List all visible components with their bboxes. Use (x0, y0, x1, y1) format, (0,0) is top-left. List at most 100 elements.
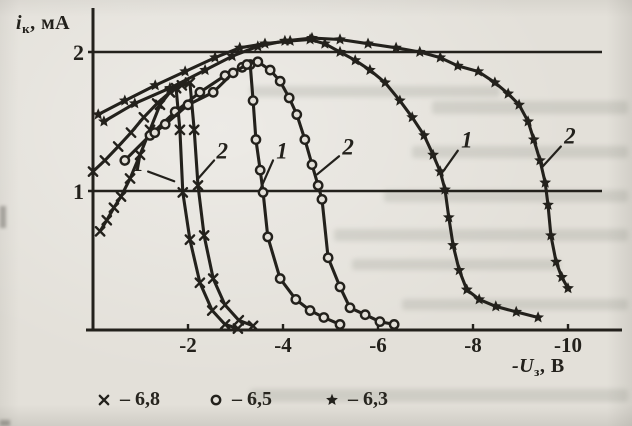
x-axis-label-subscript: з (534, 364, 540, 379)
circle-marker-icon (359, 309, 371, 321)
star-marker-icon (92, 108, 105, 120)
circle-marker-icon (344, 302, 356, 314)
curve-number-text: 1 (461, 128, 473, 153)
label-leader-line (441, 149, 459, 173)
x-marker-icon (192, 180, 204, 191)
star-marker-icon (545, 229, 557, 241)
circle-marker-icon (318, 312, 330, 323)
y-axis-label-subscript: к (22, 21, 31, 36)
curve-line (96, 37, 540, 320)
star-marker-icon (334, 45, 346, 57)
star-marker-icon (364, 63, 376, 76)
circle-marker-icon (254, 164, 266, 176)
circle-marker-icon (334, 281, 346, 293)
x-marker-icon (207, 273, 219, 284)
curve-number-label: 1 (259, 139, 288, 191)
x-marker-icon (233, 314, 245, 326)
circle-marker-icon (290, 294, 302, 305)
star-marker-icon (439, 183, 451, 195)
y-tick-label: 2 (73, 40, 84, 65)
circle-marker-icon (252, 56, 264, 68)
x-tick-label: -4 (274, 333, 292, 357)
circle-marker-icon (210, 394, 222, 405)
star-marker-icon (164, 81, 176, 94)
star-marker-icon (442, 211, 455, 223)
x-marker-icon (98, 394, 110, 405)
scan-bleedthrough (250, 86, 500, 97)
circle-marker-icon (316, 193, 328, 205)
x-axis-label-symbol: -U (512, 355, 535, 377)
star-marker-icon (427, 148, 439, 160)
circle-marker-icon (119, 155, 131, 166)
circle-marker-icon (194, 86, 206, 98)
star-marker-icon (306, 31, 318, 44)
star-marker-icon (98, 115, 110, 127)
x-marker-icon (87, 166, 99, 177)
y-axis-label-unit: , мА (30, 12, 71, 34)
circle-marker-icon (262, 231, 274, 243)
x-marker-icon (219, 319, 231, 330)
curve-number-text: 1 (132, 151, 144, 176)
circle-marker-icon (274, 75, 286, 87)
label-leader-line (259, 159, 275, 191)
legend-item-6-8: – 6,8 (94, 388, 160, 411)
circle-marker-icon (304, 305, 316, 316)
star-marker-icon (555, 271, 568, 283)
scan-edge-smudge (0, 420, 10, 426)
star-marker-icon (394, 94, 406, 106)
scan-bleedthrough (250, 389, 628, 402)
series-6-8-curve-2 (87, 77, 259, 332)
x-marker-icon (124, 173, 136, 184)
circle-marker-icon (274, 273, 286, 284)
x-marker-icon (232, 323, 244, 335)
circle-marker-icon (322, 252, 334, 264)
circle-marker-icon (210, 394, 222, 405)
x-marker-icon (206, 305, 218, 316)
legend-label: – 6,3 (348, 388, 388, 410)
scan-bleedthrough (432, 101, 628, 114)
circle-marker-icon (299, 134, 311, 145)
circle-marker-icon (247, 95, 259, 107)
x-marker-icon (198, 230, 210, 241)
x-marker-icon (188, 124, 200, 136)
star-marker-icon (318, 37, 331, 49)
circle-marker-icon (312, 180, 324, 191)
circle-marker-icon (283, 92, 295, 104)
curve-number-label: 1 (441, 128, 473, 173)
star-marker-icon (527, 133, 540, 145)
star-marker-icon (390, 41, 402, 53)
star-marker-icon (489, 76, 501, 88)
x-marker-icon (98, 394, 110, 405)
y-axis-label-symbol: i (16, 12, 23, 34)
curve-number-label: 1 (132, 151, 176, 183)
circle-marker-icon (250, 134, 262, 145)
label-leader-line (195, 159, 216, 181)
circle-marker-icon (149, 127, 161, 139)
curve-number-label: 2 (195, 139, 228, 181)
star-marker-icon (349, 54, 362, 66)
star-marker-icon (209, 51, 221, 63)
scan-bleedthrough (402, 299, 628, 310)
star-marker-icon (532, 311, 544, 323)
star-marker-icon (451, 59, 464, 71)
scan-bleedthrough (334, 229, 628, 241)
star-marker-icon (233, 41, 246, 53)
star-marker-icon (362, 37, 374, 49)
curve-line (91, 81, 255, 328)
legend-label: – 6,8 (120, 388, 160, 410)
y-tick-label: 1 (73, 179, 84, 204)
x-marker-icon (101, 214, 113, 226)
x-tick-label: -10 (554, 333, 582, 357)
star-marker-icon (502, 87, 514, 99)
scan-bleedthrough (412, 146, 628, 158)
star-marker-icon (406, 111, 419, 123)
star-marker-icon (179, 65, 191, 77)
star-marker-icon (379, 76, 391, 88)
star-marker-icon (251, 40, 264, 52)
star-marker-icon (539, 176, 552, 188)
star-marker-icon (226, 50, 239, 62)
x-marker-icon (177, 186, 189, 198)
x-marker-icon (99, 155, 111, 166)
scan-bleedthrough (352, 259, 560, 270)
